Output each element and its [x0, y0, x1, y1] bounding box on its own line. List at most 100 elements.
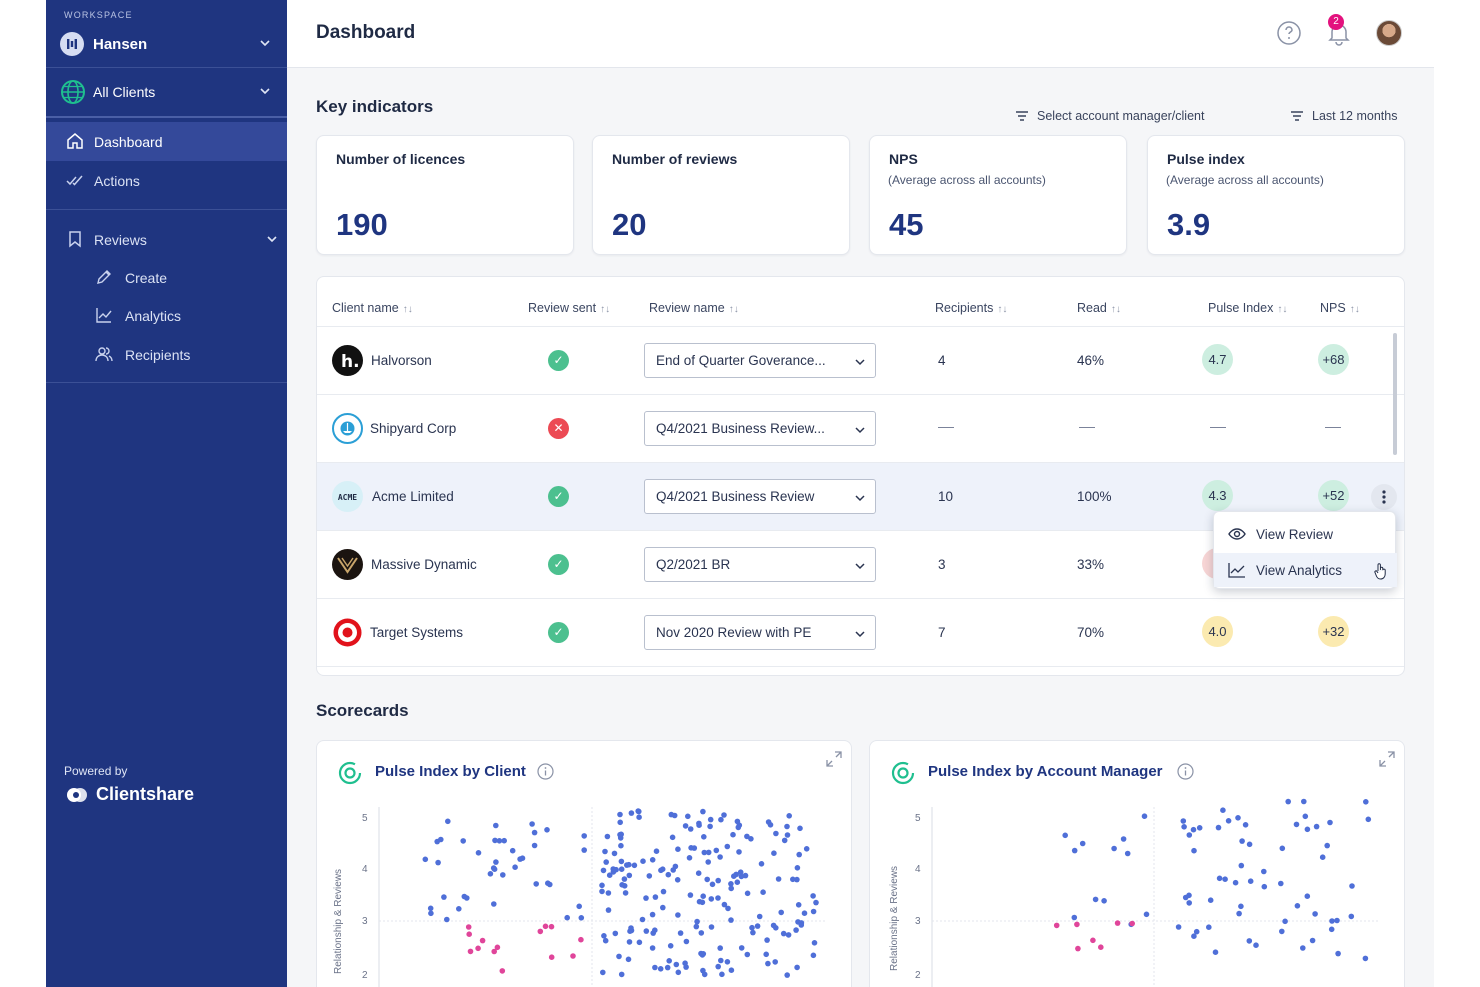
scatter-point	[636, 939, 643, 946]
column-header-review-name[interactable]: Review name ↑↓	[649, 301, 739, 315]
scatter-point	[660, 904, 666, 911]
info-icon[interactable]	[537, 763, 554, 780]
recipients-value: 4	[938, 353, 946, 368]
sidebar-item-create[interactable]: Create	[46, 258, 287, 297]
scatter-point	[659, 866, 666, 872]
scatter-point	[617, 831, 623, 838]
review-name-select[interactable]: End of Quarter Goverance...	[644, 343, 876, 378]
nps-badge: +52	[1318, 480, 1349, 511]
scatter-point	[707, 823, 713, 830]
column-label: Review sent	[528, 301, 597, 315]
scatter-point	[444, 916, 450, 923]
scatter-point	[537, 928, 544, 935]
scatter-point	[778, 909, 784, 916]
expand-icon[interactable]	[1379, 751, 1395, 767]
scatter-point	[652, 964, 658, 971]
scatter-point	[735, 824, 742, 831]
select-value: Q2/2021 BR	[656, 557, 731, 572]
sidebar-item-actions[interactable]: Actions	[46, 161, 287, 200]
scatter-point	[1143, 911, 1150, 918]
read-value: 33%	[1077, 557, 1105, 572]
scatter-point	[1207, 897, 1214, 903]
column-header-pulse-index[interactable]: Pulse Index ↑↓	[1208, 301, 1287, 315]
table-row[interactable]: Massive Dynamic ✓ Q2/2021 BR 3 33% 3	[317, 530, 1404, 598]
clientshare-logo-icon	[67, 787, 87, 802]
sidebar-item-recipients[interactable]: Recipients	[46, 335, 287, 374]
sidebar-item-label: Dashboard	[94, 134, 163, 150]
table-row[interactable]: ACME Acme Limited ✓ Q4/2021 Business Rev…	[317, 462, 1404, 530]
scatter-point	[617, 819, 623, 826]
column-header-recipients[interactable]: Recipients ↑↓	[935, 301, 1007, 315]
review-name-select[interactable]: Nov 2020 Review with PE	[644, 615, 876, 650]
scatter-point	[749, 924, 755, 931]
table-row[interactable]: Target Systems ✓ Nov 2020 Review with PE…	[317, 598, 1404, 666]
column-header-nps[interactable]: NPS ↑↓	[1320, 301, 1360, 315]
scatter-point	[570, 953, 576, 959]
column-label: Pulse Index	[1208, 301, 1274, 315]
column-header-review-sent[interactable]: Review sent ↑↓	[528, 301, 610, 315]
scatter-point	[606, 872, 613, 878]
page-title: Dashboard	[316, 22, 416, 43]
account-manager-filter[interactable]: Select account manager/client	[1015, 109, 1204, 123]
scatter-point	[770, 922, 777, 929]
review-name-select[interactable]: Q4/2021 Business Review	[644, 479, 876, 514]
y-tick-label: 2	[362, 970, 368, 981]
scatter-point	[466, 931, 472, 937]
check-icon: ✓	[548, 622, 569, 643]
scatter-point	[728, 917, 734, 923]
scatter-point	[685, 813, 691, 820]
scatter-point	[625, 956, 632, 963]
client-logo	[332, 617, 363, 648]
scatter-point	[693, 923, 700, 930]
kpi-card-nps: NPS (Average across all accounts) 45	[869, 135, 1127, 255]
sidebar-item-reviews[interactable]: Reviews	[46, 220, 287, 259]
sort-icon: ↑↓	[1349, 304, 1360, 315]
more-options-icon[interactable]	[1371, 484, 1397, 510]
review-name-select[interactable]: Q2/2021 BR	[644, 547, 876, 582]
scatter-point	[754, 923, 761, 929]
scatter-point	[798, 922, 805, 928]
help-icon[interactable]	[1276, 20, 1302, 46]
scatter-point	[1319, 854, 1326, 860]
scatter-point	[728, 885, 734, 892]
user-avatar[interactable]	[1376, 20, 1402, 46]
period-filter[interactable]: Last 12 months	[1290, 109, 1397, 123]
column-header-read[interactable]: Read ↑↓	[1077, 301, 1121, 315]
client-scope-switcher[interactable]: All Clients	[60, 79, 280, 105]
menu-item-view-review[interactable]: View Review	[1214, 517, 1397, 551]
acme-logo-text: ACME	[338, 493, 357, 502]
menu-item-view-analytics[interactable]: View Analytics	[1214, 553, 1397, 587]
table-row[interactable]: h. Halvorson ✓ End of Quarter Goverance.…	[317, 326, 1404, 394]
column-header-client[interactable]: Client name ↑↓	[332, 301, 413, 315]
table-row[interactable]: Shipyard Corp ✕ Q4/2021 Business Review.…	[317, 394, 1404, 462]
review-name-select[interactable]: Q4/2021 Business Review...	[644, 411, 876, 446]
expand-icon[interactable]	[826, 751, 842, 767]
scatter-point	[1279, 845, 1286, 852]
scatter-point	[810, 952, 817, 959]
table-scrollbar[interactable]	[1393, 333, 1397, 455]
scatter-point	[611, 850, 618, 857]
scatter-point	[493, 822, 499, 829]
scatter-point	[744, 890, 751, 897]
y-tick-label: 4	[362, 864, 368, 875]
scatter-point	[700, 893, 706, 899]
sidebar-item-analytics[interactable]: Analytics	[46, 296, 287, 335]
scatter-point	[738, 873, 745, 880]
sidebar-divider	[46, 116, 287, 118]
scatter-point	[618, 866, 625, 872]
sidebar-item-dashboard[interactable]: Dashboard	[46, 122, 287, 161]
workspace-switcher[interactable]: Hansen	[60, 31, 280, 57]
workspace-name: Hansen	[93, 35, 148, 53]
scatter-point	[784, 823, 790, 830]
scatter-point	[1324, 842, 1330, 849]
scatter-point	[428, 910, 434, 917]
chevron-down-icon	[855, 563, 865, 570]
sidebar-item-label: Reviews	[94, 232, 147, 248]
scatter-point	[795, 902, 802, 908]
chevron-down-icon	[260, 40, 270, 47]
info-icon[interactable]	[1177, 763, 1194, 780]
nps-badge: +68	[1318, 344, 1349, 375]
scatter-point	[700, 951, 707, 957]
select-value: Q4/2021 Business Review	[656, 489, 815, 504]
scatter-point	[1312, 911, 1318, 917]
